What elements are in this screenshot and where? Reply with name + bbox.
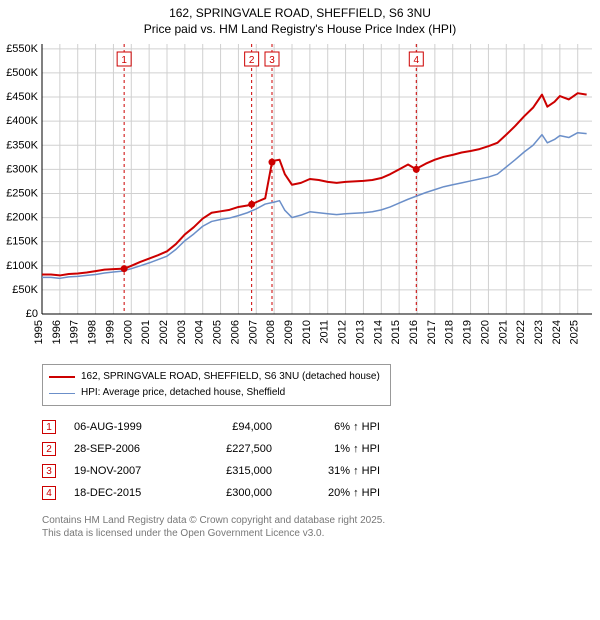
svg-text:£350K: £350K: [6, 139, 38, 151]
svg-text:2025: 2025: [569, 320, 581, 344]
svg-text:2012: 2012: [337, 320, 349, 344]
sale-price: £94,000: [192, 421, 272, 433]
sale-diff: 1% ↑ HPI: [290, 443, 380, 455]
svg-text:2002: 2002: [158, 320, 170, 344]
svg-text:2003: 2003: [176, 320, 188, 344]
svg-text:£450K: £450K: [6, 91, 38, 103]
svg-text:2006: 2006: [229, 320, 241, 344]
svg-text:2013: 2013: [354, 320, 366, 344]
sale-marker: 4: [42, 486, 56, 500]
svg-text:2010: 2010: [301, 320, 313, 344]
svg-text:2017: 2017: [426, 320, 438, 344]
svg-text:£0: £0: [26, 308, 38, 320]
sale-date: 19-NOV-2007: [74, 465, 174, 477]
chart-container: { "title": "162, SPRINGVALE ROAD, SHEFFI…: [0, 0, 600, 548]
sale-date: 28-SEP-2006: [74, 443, 174, 455]
sale-marker: 1: [42, 420, 56, 434]
svg-text:2016: 2016: [408, 320, 420, 344]
svg-text:3: 3: [269, 55, 275, 66]
sales-table: 1 06-AUG-1999 £94,000 6% ↑ HPI 2 28-SEP-2006 £…: [42, 416, 600, 504]
legend-label: HPI: Average price, detached house, Shef…: [81, 385, 285, 401]
sale-marker: 2: [42, 442, 56, 456]
legend-swatch: [49, 376, 75, 378]
legend: 162, SPRINGVALE ROAD, SHEFFIELD, S6 3NU …: [42, 364, 391, 406]
svg-text:2024: 2024: [551, 320, 563, 344]
svg-text:1997: 1997: [69, 320, 81, 344]
svg-text:2023: 2023: [533, 320, 545, 344]
svg-text:2015: 2015: [390, 320, 402, 344]
svg-text:2014: 2014: [372, 320, 384, 344]
sales-row: 1 06-AUG-1999 £94,000 6% ↑ HPI: [42, 416, 600, 438]
legend-swatch: [49, 393, 75, 394]
svg-text:£200K: £200K: [6, 212, 38, 224]
chart-plot-area: £0 £50K £100K £150K £200K £250K £300K £350K £400…: [0, 36, 600, 356]
svg-text:1: 1: [121, 55, 127, 66]
legend-label: 162, SPRINGVALE ROAD, SHEFFIELD, S6 3NU …: [81, 369, 380, 385]
svg-text:2007: 2007: [247, 320, 259, 344]
svg-text:2022: 2022: [515, 320, 527, 344]
chart-title: 162, SPRINGVALE ROAD, SHEFFIELD, S6 3NU: [0, 6, 600, 20]
sale-date: 06-AUG-1999: [74, 421, 174, 433]
svg-text:1996: 1996: [51, 320, 63, 344]
chart-subtitle: Price paid vs. HM Land Registry's House …: [0, 22, 600, 36]
svg-text:1998: 1998: [87, 320, 99, 344]
sales-row: 3 19-NOV-2007 £315,000 31% ↑ HPI: [42, 460, 600, 482]
legend-item: 162, SPRINGVALE ROAD, SHEFFIELD, S6 3NU …: [49, 369, 380, 385]
svg-text:2021: 2021: [497, 320, 509, 344]
svg-text:2018: 2018: [444, 320, 456, 344]
svg-text:£500K: £500K: [6, 67, 38, 79]
svg-text:£250K: £250K: [6, 187, 38, 199]
footer-line-2: This data is licensed under the Open Gov…: [42, 527, 582, 540]
sale-price: £300,000: [192, 487, 272, 499]
svg-text:2020: 2020: [479, 320, 491, 344]
svg-text:1999: 1999: [104, 320, 116, 344]
footer-attribution: Contains HM Land Registry data © Crown c…: [42, 514, 582, 548]
chart-svg: £0 £50K £100K £150K £200K £250K £300K £350K £400…: [0, 36, 600, 356]
sale-diff: 6% ↑ HPI: [290, 421, 380, 433]
sale-price: £315,000: [192, 465, 272, 477]
svg-text:4: 4: [414, 55, 420, 66]
svg-text:£300K: £300K: [6, 163, 38, 175]
footer-line-1: Contains HM Land Registry data © Crown c…: [42, 514, 582, 527]
svg-text:2004: 2004: [194, 320, 206, 344]
svg-text:2005: 2005: [212, 320, 224, 344]
sale-date: 18-DEC-2015: [74, 487, 174, 499]
svg-text:£150K: £150K: [6, 236, 38, 248]
sales-row: 4 18-DEC-2015 £300,000 20% ↑ HPI: [42, 482, 600, 504]
svg-text:£50K: £50K: [12, 284, 38, 296]
svg-text:2000: 2000: [122, 320, 134, 344]
svg-text:2019: 2019: [462, 320, 474, 344]
sale-marker: 3: [42, 464, 56, 478]
svg-text:2011: 2011: [319, 320, 331, 344]
sale-diff: 31% ↑ HPI: [290, 465, 380, 477]
sale-diff: 20% ↑ HPI: [290, 487, 380, 499]
svg-text:£400K: £400K: [6, 115, 38, 127]
sales-row: 2 28-SEP-2006 £227,500 1% ↑ HPI: [42, 438, 600, 460]
svg-text:1995: 1995: [33, 320, 45, 344]
svg-text:2009: 2009: [283, 320, 295, 344]
legend-item: HPI: Average price, detached house, Shef…: [49, 385, 380, 401]
svg-text:2008: 2008: [265, 320, 277, 344]
svg-text:2001: 2001: [140, 320, 152, 344]
svg-text:2: 2: [249, 55, 255, 66]
svg-text:£550K: £550K: [6, 43, 38, 55]
sale-price: £227,500: [192, 443, 272, 455]
svg-text:£100K: £100K: [6, 260, 38, 272]
